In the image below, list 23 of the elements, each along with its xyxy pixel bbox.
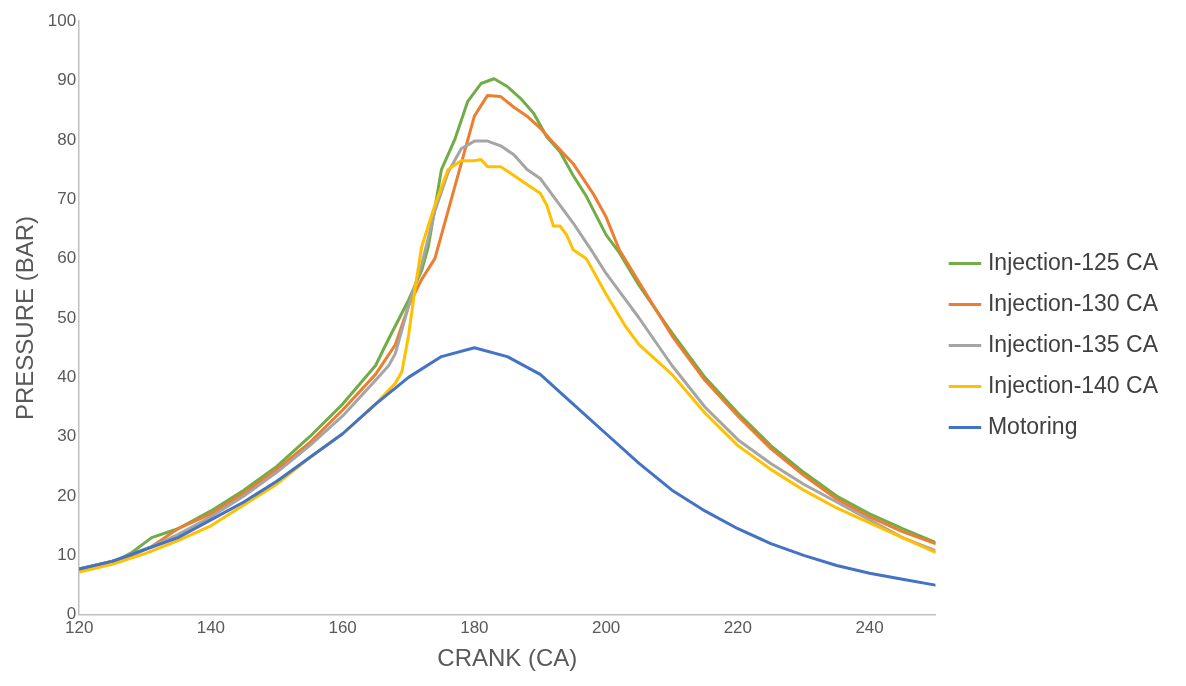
x-tick-label: 220 <box>723 617 753 637</box>
legend-label: Motoring <box>987 412 1078 439</box>
y-tick-label: 60 <box>57 248 77 268</box>
y-tick-label: 20 <box>57 485 77 505</box>
legend-label: Injection-125 CA <box>987 248 1159 275</box>
legend-label: Injection-140 CA <box>987 371 1159 398</box>
x-tick-label: 140 <box>196 617 226 637</box>
y-tick-label: 30 <box>57 426 77 446</box>
y-tick-label: 70 <box>57 188 77 208</box>
y-axis-title: PRESSURE (BAR) <box>11 215 39 421</box>
y-tick-label: 10 <box>57 545 77 565</box>
legend-label: Injection-135 CA <box>987 330 1159 357</box>
x-tick-label: 180 <box>460 617 489 637</box>
x-tick-label: 240 <box>855 617 884 637</box>
y-tick-label: 40 <box>57 367 77 387</box>
legend-label: Injection-130 CA <box>987 289 1159 316</box>
y-tick-label: 80 <box>57 129 77 149</box>
x-tick-label: 200 <box>591 617 621 637</box>
y-tick-label: 50 <box>57 307 77 327</box>
y-tick-label: 90 <box>57 70 77 90</box>
x-tick-label: 160 <box>328 617 357 637</box>
x-axis-title: CRANK (CA) <box>437 644 578 672</box>
y-tick-label: 100 <box>47 10 77 30</box>
